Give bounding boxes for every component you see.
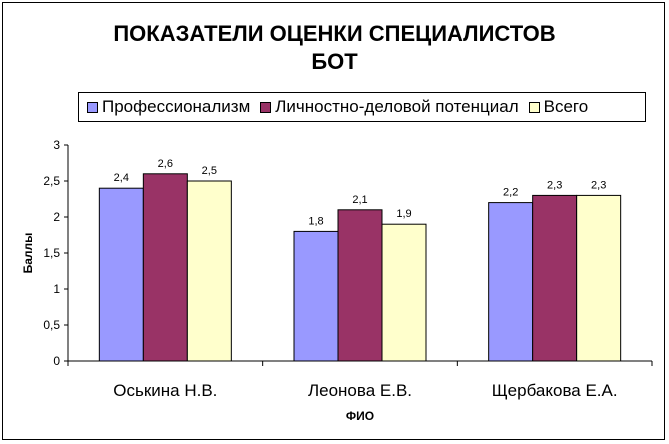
x-category-label: Оськина Н.В. bbox=[113, 381, 217, 400]
legend-item-potential: Личностно-деловой потенциал bbox=[260, 97, 519, 117]
bar bbox=[381, 223, 427, 362]
x-axis-title: ФИО bbox=[346, 409, 374, 423]
y-tick-label: 0,5 bbox=[43, 318, 60, 332]
bar bbox=[576, 194, 622, 362]
bar-value-label: 1,9 bbox=[396, 208, 411, 220]
bar bbox=[532, 194, 578, 362]
bar-value-label: 2,2 bbox=[503, 187, 518, 199]
y-tick-label: 1 bbox=[53, 282, 60, 296]
bar-value-label: 2,3 bbox=[591, 179, 606, 191]
bar bbox=[293, 230, 339, 362]
bar bbox=[186, 180, 232, 362]
x-category-label: Леонова Е.В. bbox=[308, 381, 412, 400]
bar bbox=[488, 202, 534, 362]
bar-value-label: 2,4 bbox=[114, 172, 129, 184]
bar-value-label: 2,5 bbox=[202, 165, 217, 177]
bar-value-label: 2,6 bbox=[158, 158, 173, 170]
legend-item-professionalism: Профессионализм bbox=[87, 97, 250, 117]
bar-value-label: 2,1 bbox=[352, 194, 367, 206]
bar bbox=[142, 173, 188, 362]
y-tick-label: 0 bbox=[53, 354, 60, 368]
legend-label-total: Всего bbox=[543, 97, 589, 116]
chart-legend: Профессионализм Личностно-деловой потенц… bbox=[78, 92, 646, 122]
bar-value-label: 2,3 bbox=[547, 179, 562, 191]
chart-title-line1: ПОКАЗАТЕЛИ ОЦЕНКИ СПЕЦИАЛИСТОВ bbox=[113, 21, 556, 46]
y-axis-title: Баллы bbox=[21, 233, 35, 274]
bar bbox=[337, 209, 383, 362]
legend-item-total: Всего bbox=[528, 97, 589, 117]
bar bbox=[98, 187, 144, 362]
y-tick-label: 2,5 bbox=[43, 174, 60, 188]
bar-value-label: 1,8 bbox=[308, 215, 323, 227]
legend-swatch-total bbox=[528, 101, 540, 113]
legend-label-potential: Личностно-деловой потенциал bbox=[275, 97, 519, 116]
y-tick-label: 1,5 bbox=[43, 246, 60, 260]
legend-swatch-potential bbox=[260, 101, 272, 113]
x-category-label: Щербакова Е.А. bbox=[492, 381, 618, 400]
legend-label-professionalism: Профессионализм bbox=[102, 97, 251, 116]
chart-title-line2: БОТ bbox=[311, 49, 358, 74]
legend-swatch-professionalism bbox=[87, 101, 98, 113]
y-tick-label: 2 bbox=[53, 210, 60, 224]
y-tick-label: 3 bbox=[53, 138, 60, 152]
